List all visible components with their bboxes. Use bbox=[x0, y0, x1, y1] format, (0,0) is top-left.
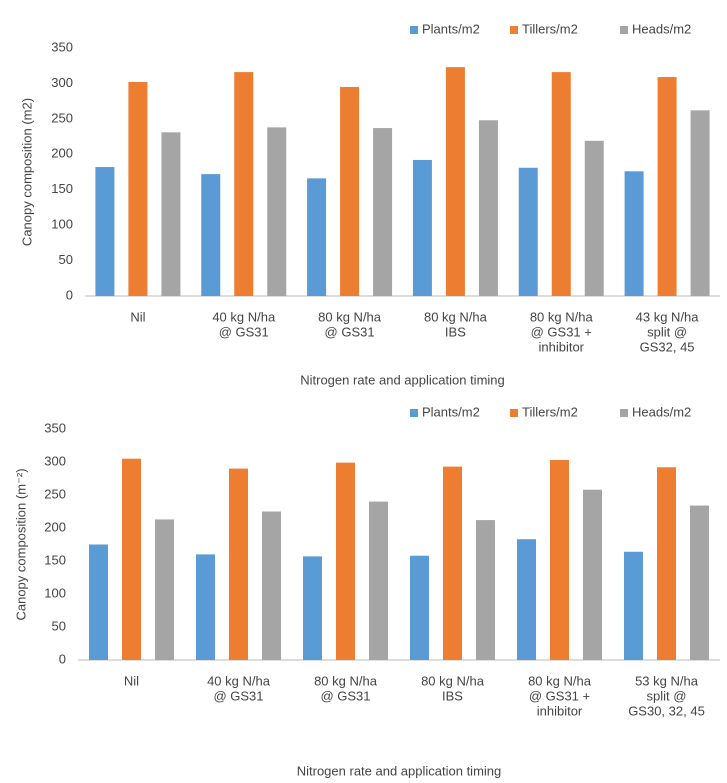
x-tick-label: @ GS31 bbox=[213, 688, 263, 703]
bar bbox=[128, 82, 148, 296]
bar bbox=[234, 72, 254, 296]
y-axis-label: Canopy composition (m2) bbox=[19, 98, 34, 246]
y-tick-label: 350 bbox=[44, 420, 66, 435]
y-tick-label: 100 bbox=[51, 217, 73, 232]
x-tick-label: IBS bbox=[445, 324, 466, 339]
y-tick-label: 50 bbox=[52, 618, 66, 633]
bar bbox=[624, 551, 643, 660]
bar bbox=[373, 128, 393, 296]
x-tick-label: Nil bbox=[124, 673, 139, 688]
x-tick-label: @ GS31 bbox=[219, 324, 269, 339]
x-tick-label: 40 kg N/ha bbox=[212, 309, 276, 324]
x-tick-label: @ GS31 bbox=[325, 324, 375, 339]
x-tick-label: GS30, 32, 45 bbox=[628, 703, 705, 718]
y-tick-label: 250 bbox=[51, 110, 73, 125]
bar bbox=[443, 466, 462, 660]
y-tick-label: 150 bbox=[44, 552, 66, 567]
x-tick-label: inhibitor bbox=[538, 339, 584, 354]
legend-label: Plants/m2 bbox=[422, 21, 480, 36]
bar bbox=[518, 167, 538, 296]
x-tick-label: 80 kg N/ha bbox=[424, 309, 488, 324]
bar bbox=[267, 127, 287, 296]
legend-swatch bbox=[510, 26, 518, 34]
bar bbox=[657, 77, 677, 297]
x-tick-label: 43 kg N/ha bbox=[636, 309, 700, 324]
bar bbox=[445, 67, 465, 296]
bar bbox=[89, 544, 108, 660]
y-tick-label: 300 bbox=[44, 453, 66, 468]
bar bbox=[550, 460, 569, 660]
y-tick-label: 350 bbox=[51, 39, 73, 54]
bar bbox=[624, 171, 644, 296]
bar bbox=[476, 520, 495, 660]
bar bbox=[690, 505, 709, 660]
y-tick-label: 50 bbox=[59, 252, 73, 267]
x-tick-label: IBS bbox=[442, 688, 463, 703]
bar bbox=[690, 110, 710, 297]
legend-swatch bbox=[620, 409, 628, 417]
x-tick-label: GS32, 45 bbox=[640, 339, 695, 354]
bar bbox=[412, 159, 432, 296]
legend-swatch bbox=[410, 26, 418, 34]
legend-label: Tillers/m2 bbox=[522, 21, 578, 36]
x-tick-label: 53 kg N/ha bbox=[635, 673, 699, 688]
x-tick-label: split @ bbox=[647, 324, 687, 339]
y-tick-label: 0 bbox=[59, 651, 66, 666]
y-tick-label: 200 bbox=[51, 146, 73, 161]
x-tick-label: 80 kg N/ha bbox=[314, 673, 378, 688]
bar bbox=[262, 511, 281, 660]
x-axis-label: Nitrogen rate and application timing bbox=[300, 372, 505, 387]
y-tick-label: 0 bbox=[66, 287, 73, 302]
bar bbox=[478, 120, 498, 296]
x-tick-label: 40 kg N/ha bbox=[207, 673, 271, 688]
y-axis-label: Canopy composition (m⁻²) bbox=[13, 468, 28, 620]
legend-swatch bbox=[620, 26, 628, 34]
x-tick-label: inhibitor bbox=[537, 703, 583, 718]
legend-label: Heads/m2 bbox=[632, 404, 691, 419]
legend-label: Tillers/m2 bbox=[522, 404, 578, 419]
legend-label: Heads/m2 bbox=[632, 21, 691, 36]
x-tick-label: @ GS31 + bbox=[529, 688, 590, 703]
bar bbox=[307, 178, 327, 296]
x-tick-label: split @ bbox=[647, 688, 687, 703]
x-tick-label: @ GS31 + bbox=[531, 324, 592, 339]
bar bbox=[155, 519, 174, 660]
y-tick-label: 150 bbox=[51, 181, 73, 196]
bar bbox=[340, 86, 360, 296]
bar bbox=[583, 489, 602, 660]
bar bbox=[517, 539, 536, 660]
x-tick-label: 80 kg N/ha bbox=[528, 673, 592, 688]
legend-swatch bbox=[410, 409, 418, 417]
bar bbox=[551, 72, 571, 296]
bar bbox=[584, 140, 604, 296]
bar bbox=[229, 468, 248, 660]
x-tick-label: @ GS31 bbox=[320, 688, 370, 703]
x-tick-label: 80 kg N/ha bbox=[318, 309, 382, 324]
x-tick-label: 80 kg N/ha bbox=[421, 673, 485, 688]
x-tick-label: Nil bbox=[130, 309, 145, 324]
legend-swatch bbox=[510, 409, 518, 417]
bar bbox=[196, 554, 215, 660]
bar bbox=[161, 132, 181, 296]
bar bbox=[122, 458, 141, 660]
bar bbox=[201, 174, 221, 296]
bar bbox=[336, 462, 355, 660]
bar bbox=[410, 555, 429, 660]
x-axis-label: Nitrogen rate and application timing bbox=[297, 763, 502, 778]
bar bbox=[95, 167, 115, 296]
bar bbox=[657, 467, 676, 660]
x-tick-label: 80 kg N/ha bbox=[530, 309, 594, 324]
y-tick-label: 250 bbox=[44, 486, 66, 501]
y-tick-label: 200 bbox=[44, 519, 66, 534]
bar bbox=[369, 501, 388, 660]
y-tick-label: 300 bbox=[51, 75, 73, 90]
y-tick-label: 100 bbox=[44, 585, 66, 600]
bar bbox=[303, 556, 322, 660]
legend-label: Plants/m2 bbox=[422, 404, 480, 419]
